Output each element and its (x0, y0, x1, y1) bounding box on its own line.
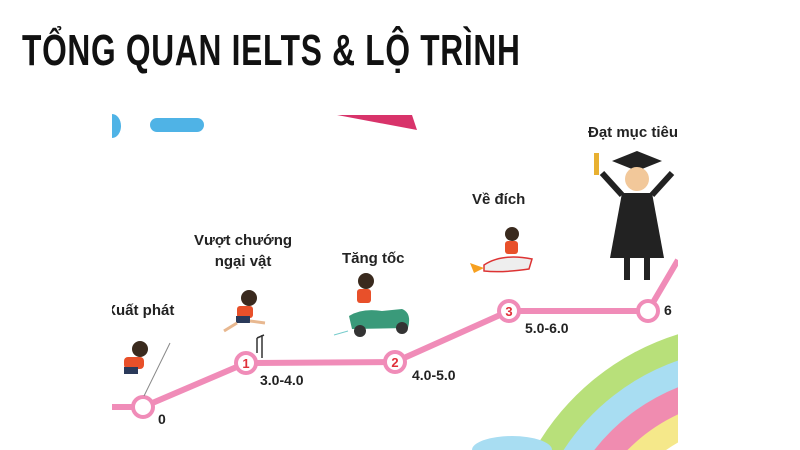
node-number: 3 (505, 304, 512, 319)
roadmap-node-start (131, 395, 155, 419)
roadmap-node-goal (636, 299, 660, 323)
score-finish: 5.0-6.0 (525, 320, 569, 336)
node-number: 1 (242, 356, 249, 371)
rocket-rider-icon (470, 227, 533, 273)
stage-label-finish: Về đích (472, 191, 526, 208)
cloud-icon (150, 118, 204, 132)
node-number: 2 (391, 355, 398, 370)
roadmap-node-3 (497, 299, 521, 323)
stage-label-accelerate: Tăng tốc (342, 250, 405, 267)
roadmap-node-1 (234, 351, 258, 375)
stage-label-hurdle: Vượt chướng ngại vật (194, 230, 292, 272)
crouching-runner-icon (124, 341, 171, 397)
score-accelerate: 4.0-5.0 (412, 367, 456, 383)
score-hurdle: 3.0-4.0 (260, 372, 304, 388)
roadmap-infographic: 1 2 3 Xuất phát Vượt chướng ngại vật Tăn… (112, 113, 678, 450)
score-start: 0 (158, 411, 166, 427)
score-goal: 6 (664, 302, 672, 318)
scooter-rider-icon (333, 273, 410, 337)
roadmap-graphic: 1 2 3 (112, 114, 678, 450)
cloud-icon (112, 114, 121, 138)
ribbon-shape (337, 115, 417, 130)
stage-label-line: Vượt chướng (194, 232, 293, 249)
roadmap-node-2 (383, 350, 407, 374)
hurdler-icon (223, 290, 266, 358)
page-title: TỔNG QUAN IELTS & LỘ TRÌNH (22, 26, 521, 75)
stage-label-start: Xuất phát (112, 302, 175, 319)
graduate-icon (594, 151, 675, 280)
rainbow-icon (472, 334, 678, 450)
stage-label-goal: Đạt mục tiêu (588, 124, 678, 141)
stage-label-line: ngại vật (214, 253, 272, 270)
